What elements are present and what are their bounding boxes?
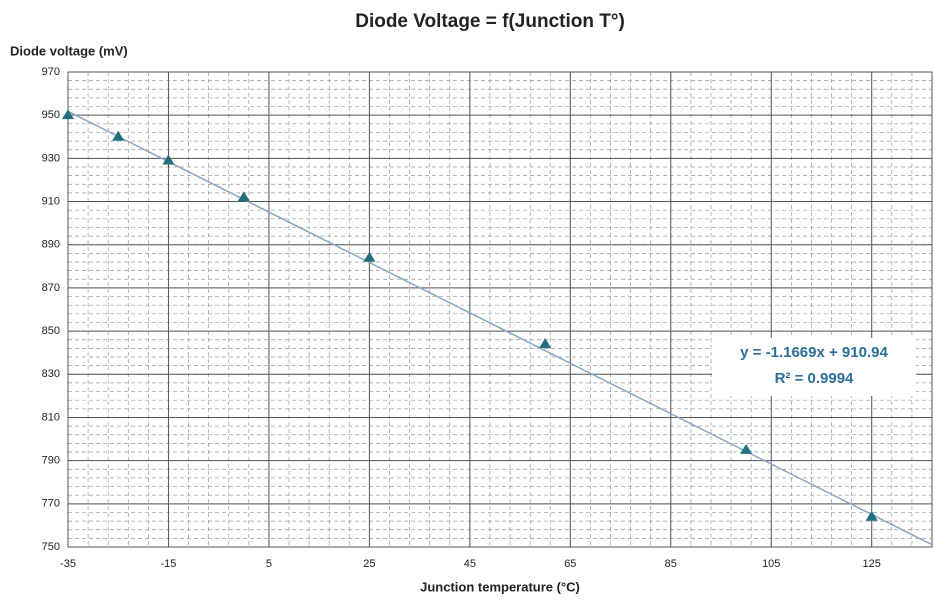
trend-r2: R² = 0.9994 [775, 370, 854, 387]
trend-equation: y = -1.1669x + 910.94 [740, 344, 888, 361]
data-point [62, 109, 74, 120]
y-axis-label: Diode voltage (mV) [10, 43, 128, 58]
x-tick-label: 25 [363, 558, 375, 570]
x-tick-label: 125 [863, 558, 881, 570]
y-tick-label: 970 [42, 66, 60, 78]
x-axis-label: Junction temperature (°C) [420, 579, 580, 594]
y-tick-label: 890 [42, 239, 60, 251]
data-point [162, 154, 175, 165]
data-point [237, 191, 250, 202]
y-tick-label: 830 [42, 368, 60, 380]
y-tick-label: 850 [42, 325, 60, 337]
x-tick-label: -35 [60, 558, 76, 570]
x-tick-label: 65 [564, 558, 576, 570]
y-tick-label: 810 [42, 411, 60, 423]
chart-title: Diode Voltage = f(Junction T°) [355, 11, 625, 32]
data-point [539, 338, 552, 349]
data-point [363, 251, 376, 262]
data-point [865, 510, 878, 521]
x-tick-label: 5 [266, 558, 272, 570]
y-tick-label: 910 [42, 195, 60, 207]
marks [62, 109, 933, 546]
y-tick-label: 790 [42, 455, 60, 467]
x-tick-label: 45 [464, 558, 476, 570]
data-point [112, 130, 125, 141]
x-tick-label: 105 [762, 558, 780, 570]
y-tick-label: 930 [42, 152, 60, 164]
y-tick-label: 870 [42, 282, 60, 294]
plot-border [67, 71, 933, 548]
data-point [740, 443, 753, 454]
y-tick-label: 770 [42, 498, 60, 510]
x-tick-label: 85 [665, 558, 677, 570]
y-tick-label: 750 [42, 541, 60, 553]
trendline [67, 110, 933, 546]
y-tick-label: 950 [42, 109, 60, 121]
equation-box [712, 338, 916, 396]
x-tick-label: -15 [161, 558, 177, 570]
grid [67, 71, 933, 548]
